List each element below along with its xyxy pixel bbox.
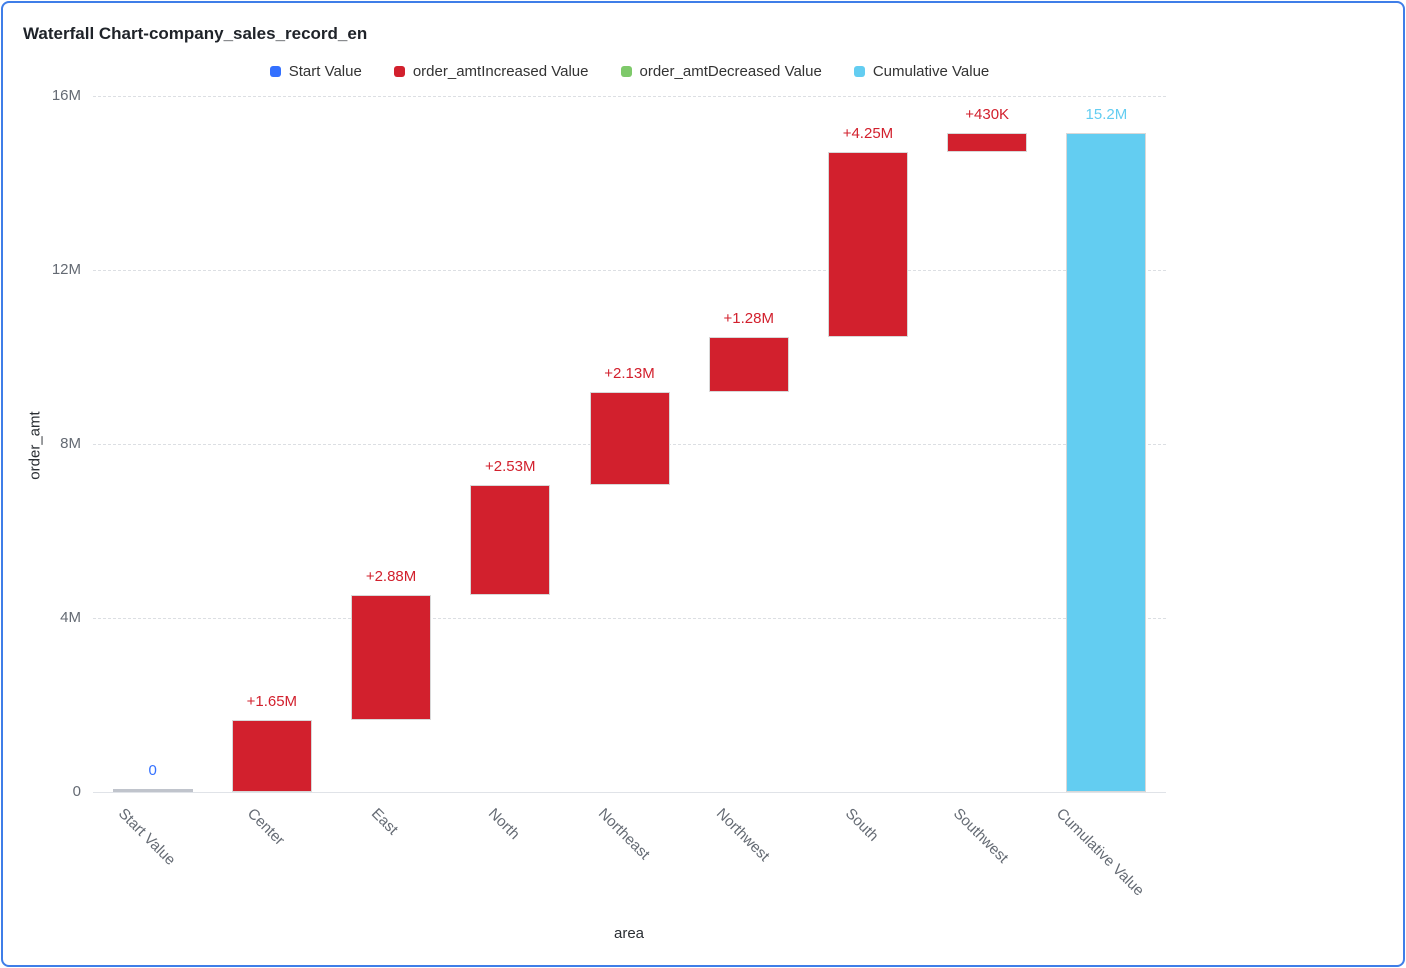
waterfall-bar-start-value[interactable] (112, 789, 193, 792)
x-axis-tick-label: East (368, 805, 402, 839)
legend-item[interactable]: Start Value (269, 63, 362, 80)
waterfall-bar-south[interactable] (827, 151, 908, 337)
legend-swatch-icon (269, 66, 281, 77)
x-axis-tick-label: Southwest (950, 805, 1012, 867)
bar-value-label: +4.25M (842, 124, 894, 142)
waterfall-bar-east[interactable] (351, 594, 432, 721)
legend-item[interactable]: order_amtDecreased Value (620, 63, 822, 80)
legend-label: Start Value (288, 63, 362, 80)
bar-value-label: +2.88M (365, 567, 417, 585)
y-gridline (93, 270, 1166, 271)
waterfall-bar-northeast[interactable] (589, 392, 670, 485)
y-axis-tick-label: 16M (51, 87, 81, 104)
chart-title: Waterfall Chart-company_sales_record_en (23, 24, 368, 43)
x-axis-tick-label: Center (243, 805, 288, 849)
bar-value-label: +2.53M (485, 457, 536, 475)
y-gridline (93, 618, 1166, 619)
x-axis-tick-label: Start Value (114, 805, 179, 869)
x-axis-line (93, 792, 1166, 793)
legend-label: Cumulative Value (872, 63, 990, 80)
legend-swatch-icon (853, 66, 865, 77)
waterfall-bar-cumulative-value[interactable] (1066, 132, 1147, 792)
legend-label: order_amtDecreased Value (639, 63, 822, 80)
y-axis-tick-label: 12M (51, 261, 81, 278)
bar-value-label: 0 (148, 762, 157, 779)
x-axis-tick-label: Cumulative Value (1053, 805, 1148, 900)
x-axis-tick-label: Northwest (712, 805, 773, 865)
bar-value-label: 15.2M (1085, 105, 1128, 123)
legend-label: order_amtIncreased Value (412, 63, 589, 80)
bar-value-label: +1.65M (246, 693, 298, 711)
waterfall-bar-north[interactable] (470, 484, 551, 595)
legend-swatch-icon (620, 66, 632, 77)
x-axis-tick-label: Northeast (594, 805, 653, 864)
y-axis-tick-label: 8M (60, 435, 81, 452)
x-axis-tick-label: North (485, 805, 524, 843)
waterfall-bar-center[interactable] (231, 720, 312, 792)
waterfall-bar-southwest[interactable] (947, 132, 1028, 152)
bar-value-label: +1.28M (723, 309, 774, 327)
y-axis-tick-label: 4M (60, 609, 81, 626)
bar-value-label: +2.13M (604, 365, 655, 383)
x-axis-name: area (613, 925, 645, 942)
y-axis-tick-label: 0 (72, 783, 81, 800)
y-gridline (93, 96, 1166, 97)
bar-value-label: +430K (965, 105, 1010, 123)
legend-swatch-icon (393, 66, 405, 77)
legend: Start Value order_amtIncreased Value order… (93, 63, 1166, 80)
x-axis-tick-label: South (842, 805, 882, 845)
legend-item[interactable]: order_amtIncreased Value (393, 63, 589, 80)
legend-item[interactable]: Cumulative Value (853, 63, 990, 80)
waterfall-bar-northwest[interactable] (708, 336, 789, 393)
